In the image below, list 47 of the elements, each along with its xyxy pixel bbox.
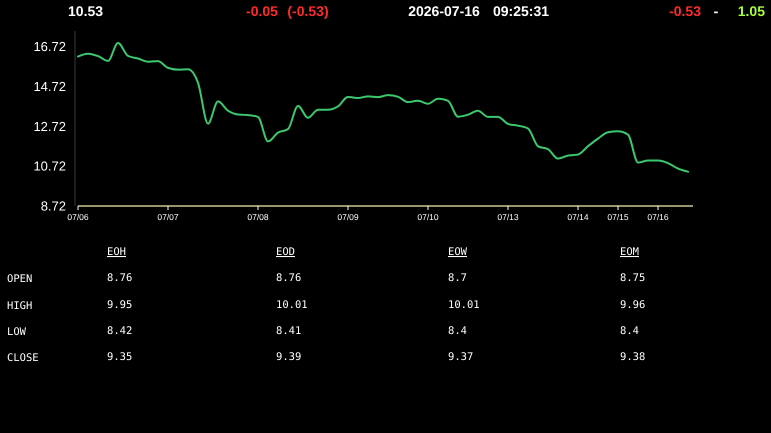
x-tick-label: 07/07	[157, 212, 179, 222]
text: (-0.53)	[287, 3, 329, 19]
x-tick-label: 07/13	[497, 212, 519, 222]
y-tick-label: 8.72	[40, 198, 66, 214]
text: -0.05	[246, 3, 278, 19]
data-label: 10.01	[276, 299, 308, 311]
data-label: 10.01	[448, 299, 480, 311]
data-label: 8.75	[620, 272, 646, 284]
x-tick-label: EOM	[620, 246, 639, 258]
text: 2026-07-16	[408, 3, 480, 19]
data-label: 9.37	[448, 351, 474, 363]
y-tick-label: CLOSE	[7, 352, 39, 364]
x-tick-label: 07/16	[647, 212, 669, 222]
data-label: 8.76	[276, 272, 302, 284]
y-tick-label: LOW	[7, 326, 27, 338]
x-tick-label: 07/08	[247, 212, 269, 222]
y-tick-label: 12.72	[33, 118, 66, 134]
text: 09:25:31	[492, 3, 550, 19]
data-label: 9.35	[107, 351, 132, 363]
x-tick-label: 07/14	[567, 212, 589, 222]
data-label: 9.96	[620, 299, 646, 311]
data-label: 8.41	[276, 325, 302, 337]
data-label: 9.95	[107, 299, 132, 311]
data-label: 9.39	[276, 351, 302, 363]
y-tick-label: 14.72	[33, 78, 66, 94]
data-label: 8.42	[107, 325, 132, 337]
x-tick-label: 07/10	[417, 212, 439, 222]
x-tick-label: EOH	[107, 246, 126, 258]
x-tick-label: 07/09	[337, 212, 359, 222]
text: -	[714, 3, 719, 19]
data-label: 8.7	[448, 272, 467, 284]
line-series	[77, 42, 689, 173]
x-tick-label: 07/06	[67, 212, 89, 222]
data-label: 8.4	[448, 325, 467, 337]
x-tick-label: EOD	[276, 246, 295, 258]
y-tick-label: 10.72	[33, 158, 66, 174]
y-tick-label: HIGH	[7, 300, 32, 312]
text: 1.05	[738, 3, 766, 19]
data-label: 8.4	[620, 325, 639, 337]
data-label: 9.38	[620, 351, 646, 363]
data-label: 8.76	[107, 272, 132, 284]
text: -0.53	[669, 3, 702, 19]
y-tick-label: 16.72	[33, 39, 66, 54]
x-tick-label: 07/15	[607, 212, 629, 222]
y-tick-label: OPEN	[7, 273, 32, 285]
x-tick-label: EOW	[448, 246, 468, 258]
text: 10.53	[68, 3, 104, 19]
